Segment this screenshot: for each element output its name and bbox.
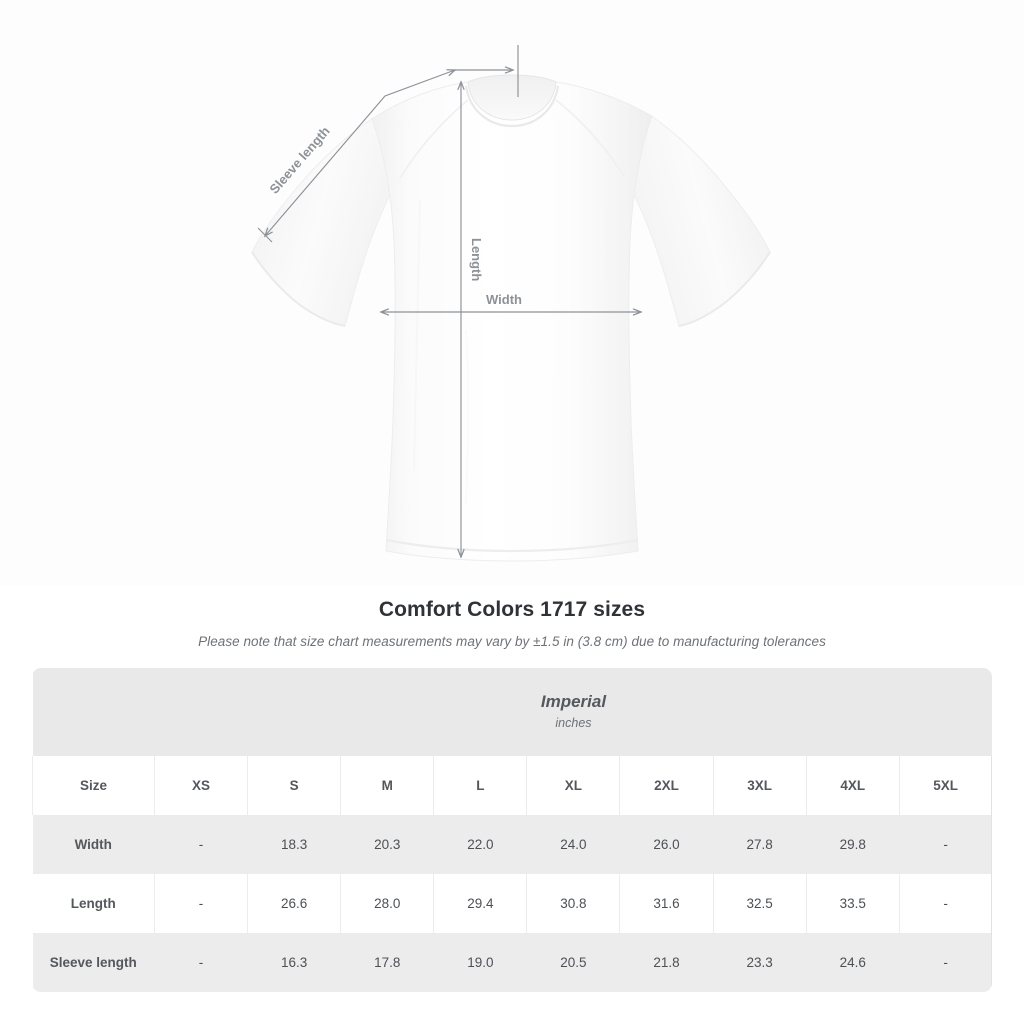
left-sleeve-hem — [251, 251, 346, 327]
cell-length-imperial-l: 29.4 — [433, 874, 527, 933]
cell-length-imperial-xl: 30.8 — [526, 874, 620, 933]
right-shoulder-seam — [555, 99, 625, 177]
fold-center-left — [465, 329, 470, 506]
cell-width-imperial-l: 22.0 — [433, 815, 527, 874]
unit-spacer — [32, 668, 155, 756]
cell-width-imperial-5xl: - — [898, 815, 992, 874]
fold-right — [605, 199, 613, 471]
cell-sleeve-imperial-4xl: 24.6 — [805, 933, 900, 992]
tshirt-illustration: Sleeve length Length Width — [251, 45, 771, 562]
cell-length-imperial-s: 26.6 — [247, 874, 341, 933]
cell-sleeve-imperial-m: 17.8 — [340, 933, 434, 992]
unit-name-imperial: Imperial — [540, 691, 607, 711]
chart-title: Comfort Colors 1717 sizes — [378, 598, 646, 621]
cell-width-imperial-xs: - — [153, 815, 248, 874]
header-imperial-3xl: 3XL — [712, 756, 807, 815]
cell-width-imperial-4xl: 29.8 — [805, 815, 900, 874]
sleeve-length-guide — [265, 70, 455, 236]
measurement-guides — [257, 45, 641, 557]
cell-width-imperial-s: 18.3 — [247, 815, 341, 874]
chart-heading: Comfort Colors 1717 sizes Please note th… — [0, 598, 1024, 649]
header-imperial-s: S — [247, 756, 341, 815]
shirt-body — [371, 81, 653, 562]
cell-sleeve-imperial-2xl: 21.8 — [619, 933, 714, 992]
header-imperial-xl: XL — [526, 756, 620, 815]
table-row: Width - 18.3 20.3 22.0 24.0 26.0 27.8 29… — [32, 815, 992, 874]
header-imperial-m: M — [340, 756, 434, 815]
unit-system-row: Imperial inches Metric centimeters — [32, 668, 992, 756]
header-imperial-2xl: 2XL — [619, 756, 714, 815]
table-row: Length - 26.6 28.0 29.4 30.8 31.6 32.5 3… — [32, 874, 992, 933]
length-label: Length — [469, 238, 484, 281]
cell-width-imperial-3xl: 27.8 — [712, 815, 807, 874]
unit-sub-imperial: inches — [555, 716, 592, 731]
header-imperial-5xl: 5XL — [898, 756, 992, 815]
table-row: Sleeve length - 16.3 17.8 19.0 20.5 21.8… — [32, 933, 992, 992]
cell-width-imperial-2xl: 26.0 — [619, 815, 714, 874]
cell-sleeve-imperial-xs: - — [153, 933, 248, 992]
cell-sleeve-imperial-l: 19.0 — [433, 933, 527, 992]
cell-length-imperial-xs: - — [153, 874, 248, 933]
unit-system-imperial: Imperial inches — [154, 668, 992, 756]
cell-length-imperial-m: 28.0 — [340, 874, 434, 933]
cell-length-imperial-4xl: 33.5 — [805, 874, 900, 933]
cell-sleeve-imperial-3xl: 23.3 — [712, 933, 807, 992]
cell-length-imperial-2xl: 31.6 — [619, 874, 714, 933]
width-label: Width — [486, 292, 522, 307]
collar-seam — [464, 85, 560, 128]
cell-width-imperial-m: 20.3 — [340, 815, 434, 874]
size-table-container: Imperial inches Metric centimeters Size … — [32, 668, 992, 992]
right-sleeve-hem — [678, 251, 771, 327]
size-header-row: Size XS S M L XL 2XL 3XL 4XL 5XL XS S M … — [32, 756, 992, 815]
cell-sleeve-imperial-s: 16.3 — [247, 933, 341, 992]
row-label-length: Length — [32, 874, 155, 933]
header-imperial-4xl: 4XL — [805, 756, 900, 815]
cell-length-imperial-5xl: - — [898, 874, 992, 933]
header-imperial-l: L — [433, 756, 527, 815]
row-label-width: Width — [32, 815, 155, 874]
cell-sleeve-imperial-xl: 20.5 — [526, 933, 620, 992]
header-size-label: Size — [32, 756, 155, 815]
cell-length-imperial-3xl: 32.5 — [712, 874, 807, 933]
cell-sleeve-imperial-5xl: - — [898, 933, 992, 992]
collar — [467, 74, 557, 121]
header-imperial-xs: XS — [153, 756, 248, 815]
bottom-hem — [385, 538, 639, 553]
chart-note: Please note that size chart measurements… — [198, 634, 826, 649]
sleeve-length-endcap — [257, 227, 273, 243]
row-label-sleeve-length: Sleeve length — [32, 933, 155, 992]
size-table: Imperial inches Metric centimeters Size … — [32, 668, 992, 992]
cell-width-imperial-xl: 24.0 — [526, 815, 620, 874]
